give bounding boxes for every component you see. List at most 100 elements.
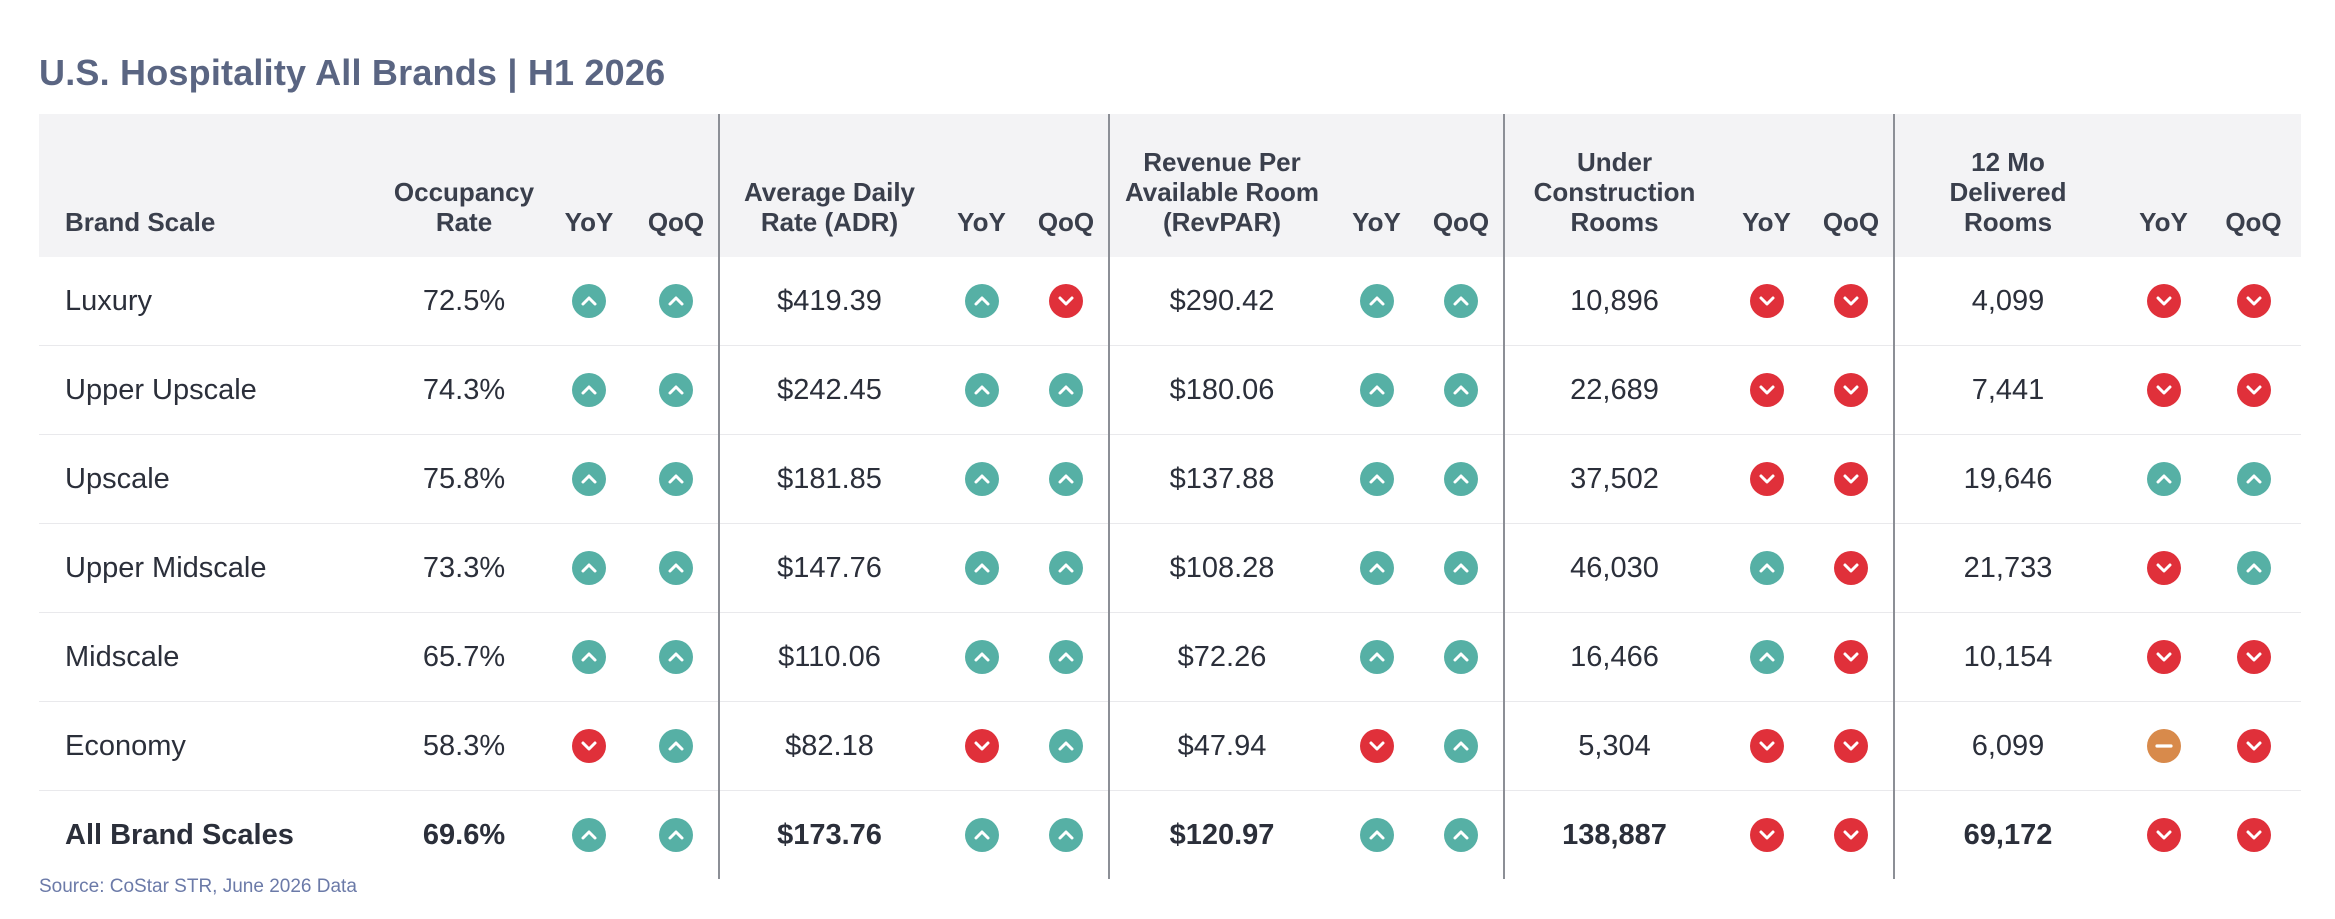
arrow-down-icon xyxy=(2146,818,2181,853)
arrow-down-icon xyxy=(1834,551,1868,586)
revpar-qoq xyxy=(1419,612,1504,702)
arrow-down-icon xyxy=(1834,729,1868,764)
header-uc-line: Rooms xyxy=(1570,207,1659,237)
header-qoq: QoQ xyxy=(1432,207,1490,237)
adr-cell: $419.39 xyxy=(718,257,939,346)
adr-qoq xyxy=(1024,434,1109,524)
revpar-cell: $108.28 xyxy=(1108,523,1334,613)
under-construction-yoy xyxy=(1724,523,1809,613)
occupancy-cell: 74.3% xyxy=(384,345,544,435)
table-row: Luxury 72.5% $419.39 $290.42 10,896 4,099 xyxy=(39,257,2301,346)
header-revpar-line: Revenue Per xyxy=(1143,147,1301,177)
under-construction-cell: 5,304 xyxy=(1503,701,1724,791)
arrow-down-icon xyxy=(2236,373,2271,408)
revpar-yoy xyxy=(1334,791,1419,880)
header-occupancy: Occupancy Rate xyxy=(384,114,544,257)
header-revpar-line: Available Room xyxy=(1124,177,1320,207)
occupancy-yoy xyxy=(544,434,634,524)
arrow-up-icon xyxy=(659,551,693,586)
brand-cell: Upper Upscale xyxy=(39,345,384,435)
occupancy-yoy xyxy=(544,791,634,880)
adr-cell: $173.76 xyxy=(718,790,939,879)
revpar-cell: $290.42 xyxy=(1108,257,1334,346)
adr-cell: $82.18 xyxy=(718,701,939,791)
delivered-qoq xyxy=(2206,434,2301,524)
arrow-up-icon xyxy=(964,462,999,497)
adr-yoy xyxy=(939,434,1024,524)
arrow-up-icon xyxy=(1359,640,1394,675)
delivered-qoq xyxy=(2206,612,2301,702)
arrow-up-icon xyxy=(1049,818,1083,853)
arrow-up-icon xyxy=(659,284,693,319)
arrow-down-icon xyxy=(1834,284,1868,319)
adr-yoy xyxy=(939,523,1024,613)
adr-cell: $181.85 xyxy=(718,434,939,524)
occupancy-yoy xyxy=(544,701,634,791)
adr-cell: $110.06 xyxy=(718,612,939,702)
under-construction-cell: 22,689 xyxy=(1503,345,1724,435)
revpar-cell: $180.06 xyxy=(1108,345,1334,435)
revpar-yoy xyxy=(1334,701,1419,791)
header-yoy: YoY xyxy=(564,207,614,237)
arrow-up-icon xyxy=(1359,551,1394,586)
adr-yoy xyxy=(939,791,1024,880)
arrow-up-icon xyxy=(1444,551,1478,586)
arrow-down-icon xyxy=(2146,640,2181,675)
arrow-up-icon xyxy=(1359,284,1394,319)
revpar-yoy xyxy=(1334,345,1419,435)
arrow-down-icon xyxy=(2236,818,2271,853)
delivered-qoq xyxy=(2206,791,2301,880)
table-body: Luxury 72.5% $419.39 $290.42 10,896 4,099 Uppe… xyxy=(39,257,2301,879)
arrow-up-icon xyxy=(659,373,693,408)
delivered-yoy xyxy=(2121,345,2206,435)
under-construction-yoy xyxy=(1724,612,1809,702)
brand-cell: Luxury xyxy=(39,257,384,346)
occupancy-yoy xyxy=(544,523,634,613)
header-uc-line: Under xyxy=(1576,147,1653,177)
revpar-cell: $120.97 xyxy=(1108,790,1334,879)
under-construction-qoq xyxy=(1809,791,1894,880)
header-adr-line: Average Daily xyxy=(743,177,916,207)
occupancy-cell: 75.8% xyxy=(384,434,544,524)
header-adr-line: Rate (ADR) xyxy=(760,207,899,237)
revpar-yoy xyxy=(1334,434,1419,524)
table-row: Midscale 65.7% $110.06 $72.26 16,466 10,154 xyxy=(39,612,2301,702)
header-yoy: YoY xyxy=(2139,207,2188,237)
header-row: Brand Scale Occupancy Rate YoY QoQ Avera… xyxy=(39,114,2301,257)
header-delivered-line: Rooms xyxy=(1963,207,2053,237)
header-delivered-line: 12 Mo xyxy=(1971,147,2045,177)
arrow-up-icon xyxy=(1049,551,1083,586)
under-construction-cell: 37,502 xyxy=(1503,434,1724,524)
header-qoq: QoQ xyxy=(1822,207,1880,237)
arrow-down-icon xyxy=(1834,640,1868,675)
occupancy-cell: 72.5% xyxy=(384,257,544,346)
under-construction-cell: 138,887 xyxy=(1503,790,1724,879)
revpar-cell: $72.26 xyxy=(1108,612,1334,702)
brand-cell: Upscale xyxy=(39,434,384,524)
delivered-qoq xyxy=(2206,701,2301,791)
arrow-up-icon xyxy=(1049,729,1083,764)
revpar-qoq xyxy=(1419,345,1504,435)
occupancy-qoq xyxy=(634,701,719,791)
under-construction-cell: 10,896 xyxy=(1503,257,1724,346)
revpar-qoq xyxy=(1419,791,1504,880)
under-construction-qoq xyxy=(1809,701,1894,791)
arrow-up-icon xyxy=(659,729,693,764)
arrow-up-icon xyxy=(572,284,606,319)
arrow-up-icon xyxy=(2146,462,2181,497)
under-construction-yoy xyxy=(1724,345,1809,435)
under-construction-yoy xyxy=(1724,257,1809,346)
delivered-cell: 19,646 xyxy=(1893,434,2121,524)
revpar-qoq xyxy=(1419,434,1504,524)
under-construction-cell: 16,466 xyxy=(1503,612,1724,702)
arrow-up-icon xyxy=(1049,462,1083,497)
occupancy-qoq xyxy=(634,434,719,524)
delivered-cell: 6,099 xyxy=(1893,701,2121,791)
table-row: Upper Upscale 74.3% $242.45 $180.06 22,689 7,… xyxy=(39,345,2301,435)
header-delivered: 12 Mo Delivered Rooms xyxy=(1893,114,2121,257)
adr-yoy xyxy=(939,612,1024,702)
header-delivered-line: Delivered xyxy=(1949,177,2067,207)
arrow-up-icon xyxy=(964,551,999,586)
header-qoq: QoQ xyxy=(647,207,705,237)
header-adr: Average Daily Rate (ADR) xyxy=(718,114,939,257)
